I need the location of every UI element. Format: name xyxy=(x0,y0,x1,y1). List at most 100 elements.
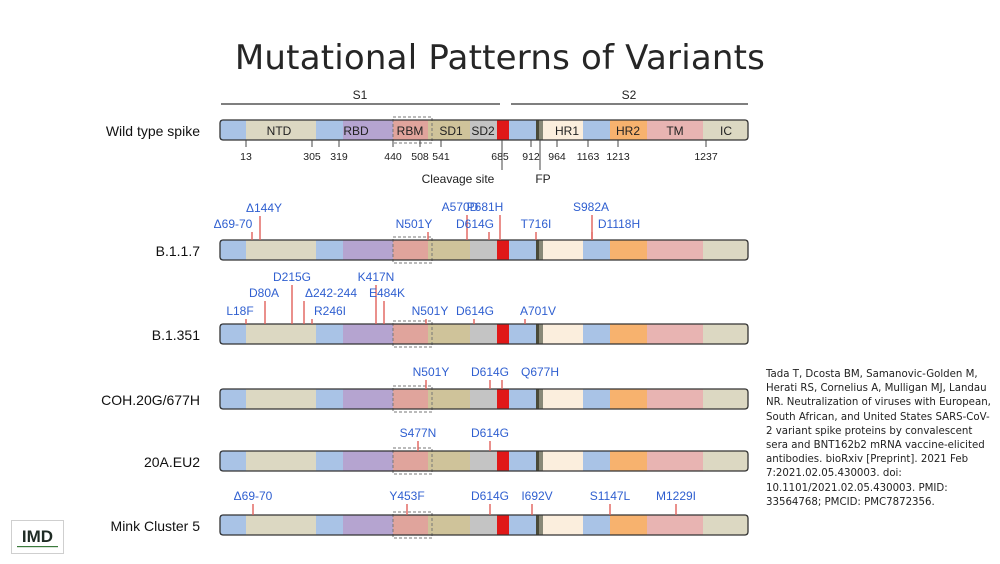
variant-name: Mink Cluster 5 xyxy=(111,518,201,534)
variant-1-segment xyxy=(497,324,509,344)
variant-0-segment xyxy=(543,240,548,260)
variant-2-segment xyxy=(583,389,610,409)
variant-3-segment xyxy=(220,451,246,471)
region-label-sd1: SD1 xyxy=(439,124,463,138)
position-number: 541 xyxy=(432,151,450,163)
variant-0-segment xyxy=(647,240,703,260)
fp-label: FP xyxy=(535,172,550,186)
variant-1-segment xyxy=(703,324,748,344)
slide-title: Mutational Patterns of Variants xyxy=(234,38,766,78)
mutation-label: N501Y xyxy=(412,304,449,318)
wild-type-segment xyxy=(497,120,509,140)
mutation-label: K417N xyxy=(358,270,395,284)
variant-0-segment xyxy=(610,240,647,260)
wild-type-segment xyxy=(703,120,748,140)
variant-2-segment xyxy=(647,389,703,409)
variant-2-segment xyxy=(316,389,343,409)
variant-0-segment xyxy=(548,240,583,260)
position-number: 912 xyxy=(522,151,540,163)
region-label-rbd: RBD xyxy=(343,124,369,138)
variant-1-segment xyxy=(548,324,583,344)
variant-4-segment xyxy=(583,515,610,535)
mutation-label: Δ144Y xyxy=(246,201,282,215)
wild-type-segment xyxy=(220,120,246,140)
variant-2-segment xyxy=(539,389,543,409)
variant-2-segment xyxy=(470,389,497,409)
variant-3-segment xyxy=(509,451,536,471)
variant-4-segment xyxy=(536,515,539,535)
wild-type-segment xyxy=(583,120,610,140)
variant-2-segment xyxy=(497,389,509,409)
position-number: 1163 xyxy=(577,151,600,163)
wild-type-segment xyxy=(509,120,536,140)
position-number: 305 xyxy=(303,151,321,163)
position-number: 1237 xyxy=(694,151,718,163)
variant-3-segment xyxy=(470,451,497,471)
mutation-label: Δ242-244 xyxy=(305,286,357,300)
mutation-label: M1229I xyxy=(656,489,696,503)
variant-0-segment xyxy=(220,240,246,260)
svg-text:IMD: IMD xyxy=(22,527,53,546)
wild-type-label: Wild type spike xyxy=(106,123,200,139)
mutation-label: Δ69-70 xyxy=(234,489,273,503)
variant-0-segment xyxy=(343,240,393,260)
variant-1-segment xyxy=(316,324,343,344)
mutation-label: L18F xyxy=(226,304,253,318)
variant-2-segment xyxy=(393,389,428,409)
variant-name: 20A.EU2 xyxy=(144,454,200,470)
position-number: 685 xyxy=(491,151,509,163)
variant-1-segment xyxy=(246,324,316,344)
wild-type-bar-outline xyxy=(219,119,749,141)
variant-1-bar-outline xyxy=(219,323,749,345)
variant-1-segment xyxy=(509,324,536,344)
wild-type-segment xyxy=(548,120,583,140)
mutation-label: D614G xyxy=(471,489,509,503)
s1-label: S1 xyxy=(353,88,368,102)
variant-4-segment xyxy=(703,515,748,535)
variant-4-segment xyxy=(610,515,647,535)
mutation-label: A701V xyxy=(520,304,556,318)
variant-3-segment xyxy=(703,451,748,471)
mutation-label: A570D xyxy=(442,200,479,214)
variant-3-segment xyxy=(497,451,509,471)
variant-2-segment xyxy=(536,389,539,409)
mutation-label: D614G xyxy=(456,217,494,231)
variant-3-segment xyxy=(543,451,548,471)
variant-3-segment xyxy=(246,451,316,471)
wild-type-segment xyxy=(470,120,497,140)
s2-label: S2 xyxy=(622,88,637,102)
variant-0-segment xyxy=(703,240,748,260)
variant-2-rbm-dashed-box xyxy=(392,385,433,413)
variant-1-segment xyxy=(543,324,548,344)
variant-name: B.1.351 xyxy=(152,327,200,343)
mutation-label: R246I xyxy=(314,304,346,318)
wild-type-segment xyxy=(647,120,703,140)
position-number: 440 xyxy=(384,151,402,163)
variant-0-segment xyxy=(393,240,428,260)
variant-4-segment xyxy=(316,515,343,535)
position-number: 1213 xyxy=(606,151,630,163)
variant-4-segment xyxy=(539,515,543,535)
variant-1-segment xyxy=(583,324,610,344)
variant-0-segment xyxy=(536,240,539,260)
wild-type-segment xyxy=(343,120,393,140)
mutation-label: S1147L xyxy=(590,489,631,503)
region-label-ic: IC xyxy=(720,124,732,138)
variant-3-segment xyxy=(393,451,428,471)
variant-4-segment xyxy=(470,515,497,535)
mutation-label: Δ69-70 xyxy=(214,217,253,231)
variant-2-segment xyxy=(543,389,548,409)
variant-3-segment xyxy=(539,451,543,471)
wild-type-rbm-dashed-box xyxy=(392,116,433,144)
mutation-label: Q677H xyxy=(521,365,559,379)
variant-0-segment xyxy=(470,240,497,260)
variant-4-segment xyxy=(548,515,583,535)
variant-1-rbm-dashed-box xyxy=(392,320,433,348)
variant-4-segment xyxy=(509,515,536,535)
variant-0-segment xyxy=(509,240,536,260)
variant-3-segment xyxy=(583,451,610,471)
variant-4-segment xyxy=(220,515,246,535)
variant-0-segment xyxy=(246,240,316,260)
variant-3-segment xyxy=(647,451,703,471)
citation-text: Tada T, Dcosta BM, Samanovic-Golden M, H… xyxy=(766,369,991,508)
